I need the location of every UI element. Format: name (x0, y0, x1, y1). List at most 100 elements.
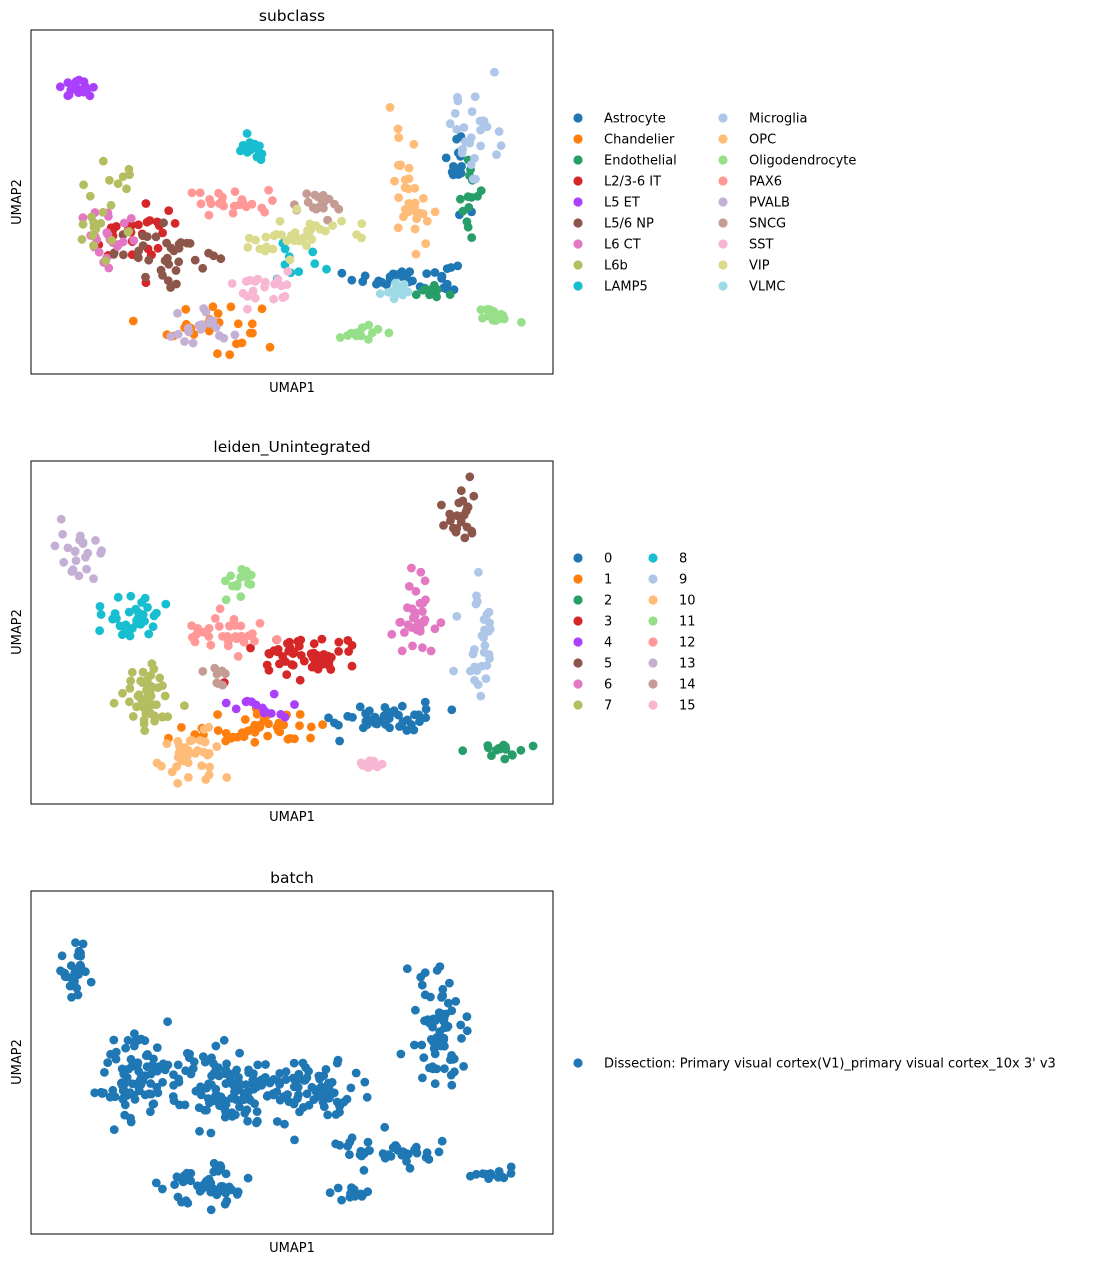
scatter-point (279, 720, 289, 730)
scatter-point (138, 702, 148, 712)
scatter-point (394, 269, 404, 279)
scatter-point (161, 599, 171, 609)
scatter-point (359, 1165, 369, 1175)
scatter-point (281, 1075, 291, 1084)
scatter-point (372, 762, 382, 772)
scatter-point (149, 1054, 158, 1064)
scatter-point (437, 271, 447, 281)
scatter-point (198, 667, 208, 676)
scatter-point (240, 715, 250, 724)
scatter-point (221, 1100, 231, 1109)
scatter-point (151, 1178, 161, 1188)
scatter-point (328, 221, 337, 231)
scatter-point (134, 220, 143, 230)
scatter-point (244, 631, 254, 640)
scatter-point (194, 1103, 204, 1113)
scatter-point (492, 150, 501, 160)
scatter-point (375, 289, 385, 299)
scatter-point (429, 1044, 439, 1053)
scatter-point (94, 247, 104, 257)
scatter-point (408, 641, 417, 651)
legend-label: L5/6 NP (604, 217, 654, 232)
legend-label: 6 (604, 678, 612, 693)
scatter-point (239, 1095, 249, 1104)
scatter-point (227, 1112, 237, 1121)
scatter-point (89, 218, 99, 227)
scatter-point (230, 632, 240, 642)
scatter-point (109, 1035, 119, 1045)
scatter-point (199, 627, 208, 637)
scatter-point (295, 236, 305, 246)
scatter-point (262, 660, 272, 670)
scatter-point (499, 740, 508, 750)
scatter-point (410, 183, 420, 193)
scatter-point (220, 1199, 230, 1209)
legend-marker (573, 679, 583, 689)
scatter-point (454, 498, 464, 508)
scatter-point (206, 640, 216, 650)
scatter-point (236, 592, 246, 601)
legend-marker (573, 574, 583, 584)
legend-label: 4 (604, 636, 612, 651)
legend: Astrocyte Chandelier Endothelial L2/3-6 IT L… (573, 112, 856, 295)
scatter-point (294, 267, 304, 276)
scatter-point (298, 1058, 308, 1068)
scatter-point (96, 218, 106, 228)
scatter-point (481, 674, 491, 683)
scatter-point (386, 1151, 396, 1161)
scatter-point (289, 1058, 299, 1068)
scatter-point (74, 571, 84, 581)
scatter-point (466, 133, 476, 143)
scatter-point (212, 1190, 222, 1200)
scatter-point (456, 486, 466, 496)
scatter-point (105, 1092, 115, 1102)
legend-entry: 15 (648, 699, 696, 714)
scatter-point (170, 219, 180, 228)
scatter-point (277, 230, 286, 240)
scatter-point (95, 602, 105, 611)
scatter-point (421, 239, 431, 249)
scatter-point (170, 1180, 180, 1189)
scatter-point (446, 516, 455, 526)
scatter-point (417, 1040, 427, 1050)
scatter-point (459, 123, 469, 132)
scatter-point (358, 277, 368, 286)
scatter-point (429, 1014, 438, 1024)
scatter-point (245, 138, 255, 147)
scatter-point (343, 331, 353, 340)
scatter-point (306, 733, 315, 743)
scatter-point (517, 317, 526, 327)
scatter-point (469, 491, 479, 501)
scatter-point (302, 241, 311, 251)
scatter-point (255, 618, 265, 628)
legend-label: Chandelier (604, 133, 675, 148)
scatter-point (211, 323, 221, 332)
scatter-point (321, 1065, 331, 1074)
scatter-point (114, 240, 124, 249)
scatter-point (153, 243, 163, 253)
scatter-point (100, 1068, 109, 1077)
scatter-point (126, 214, 136, 223)
scatter-point (128, 316, 138, 326)
scatter-point (462, 217, 472, 227)
scatter-point (215, 604, 225, 614)
scatter-point (380, 1122, 390, 1132)
scatter-point (275, 1080, 285, 1089)
scatter-point (320, 656, 330, 666)
scatter-point (189, 1057, 199, 1067)
panel-title: subclass (259, 7, 325, 25)
scatter-point (419, 194, 428, 203)
legend-entry: L6b (573, 259, 628, 274)
legend-entry: L2/3-6 IT (573, 175, 661, 190)
scatter-point (307, 1082, 317, 1092)
scatter-point (247, 725, 257, 734)
scatter-point (113, 179, 123, 189)
scatter-point (186, 1069, 196, 1079)
scatter-point (163, 253, 172, 263)
scatter-point (409, 139, 419, 149)
scatter-point (288, 660, 298, 670)
scatter-point (453, 261, 463, 271)
scatter-point (410, 198, 420, 208)
scatter-point (120, 625, 130, 634)
scatter-point (400, 628, 409, 637)
